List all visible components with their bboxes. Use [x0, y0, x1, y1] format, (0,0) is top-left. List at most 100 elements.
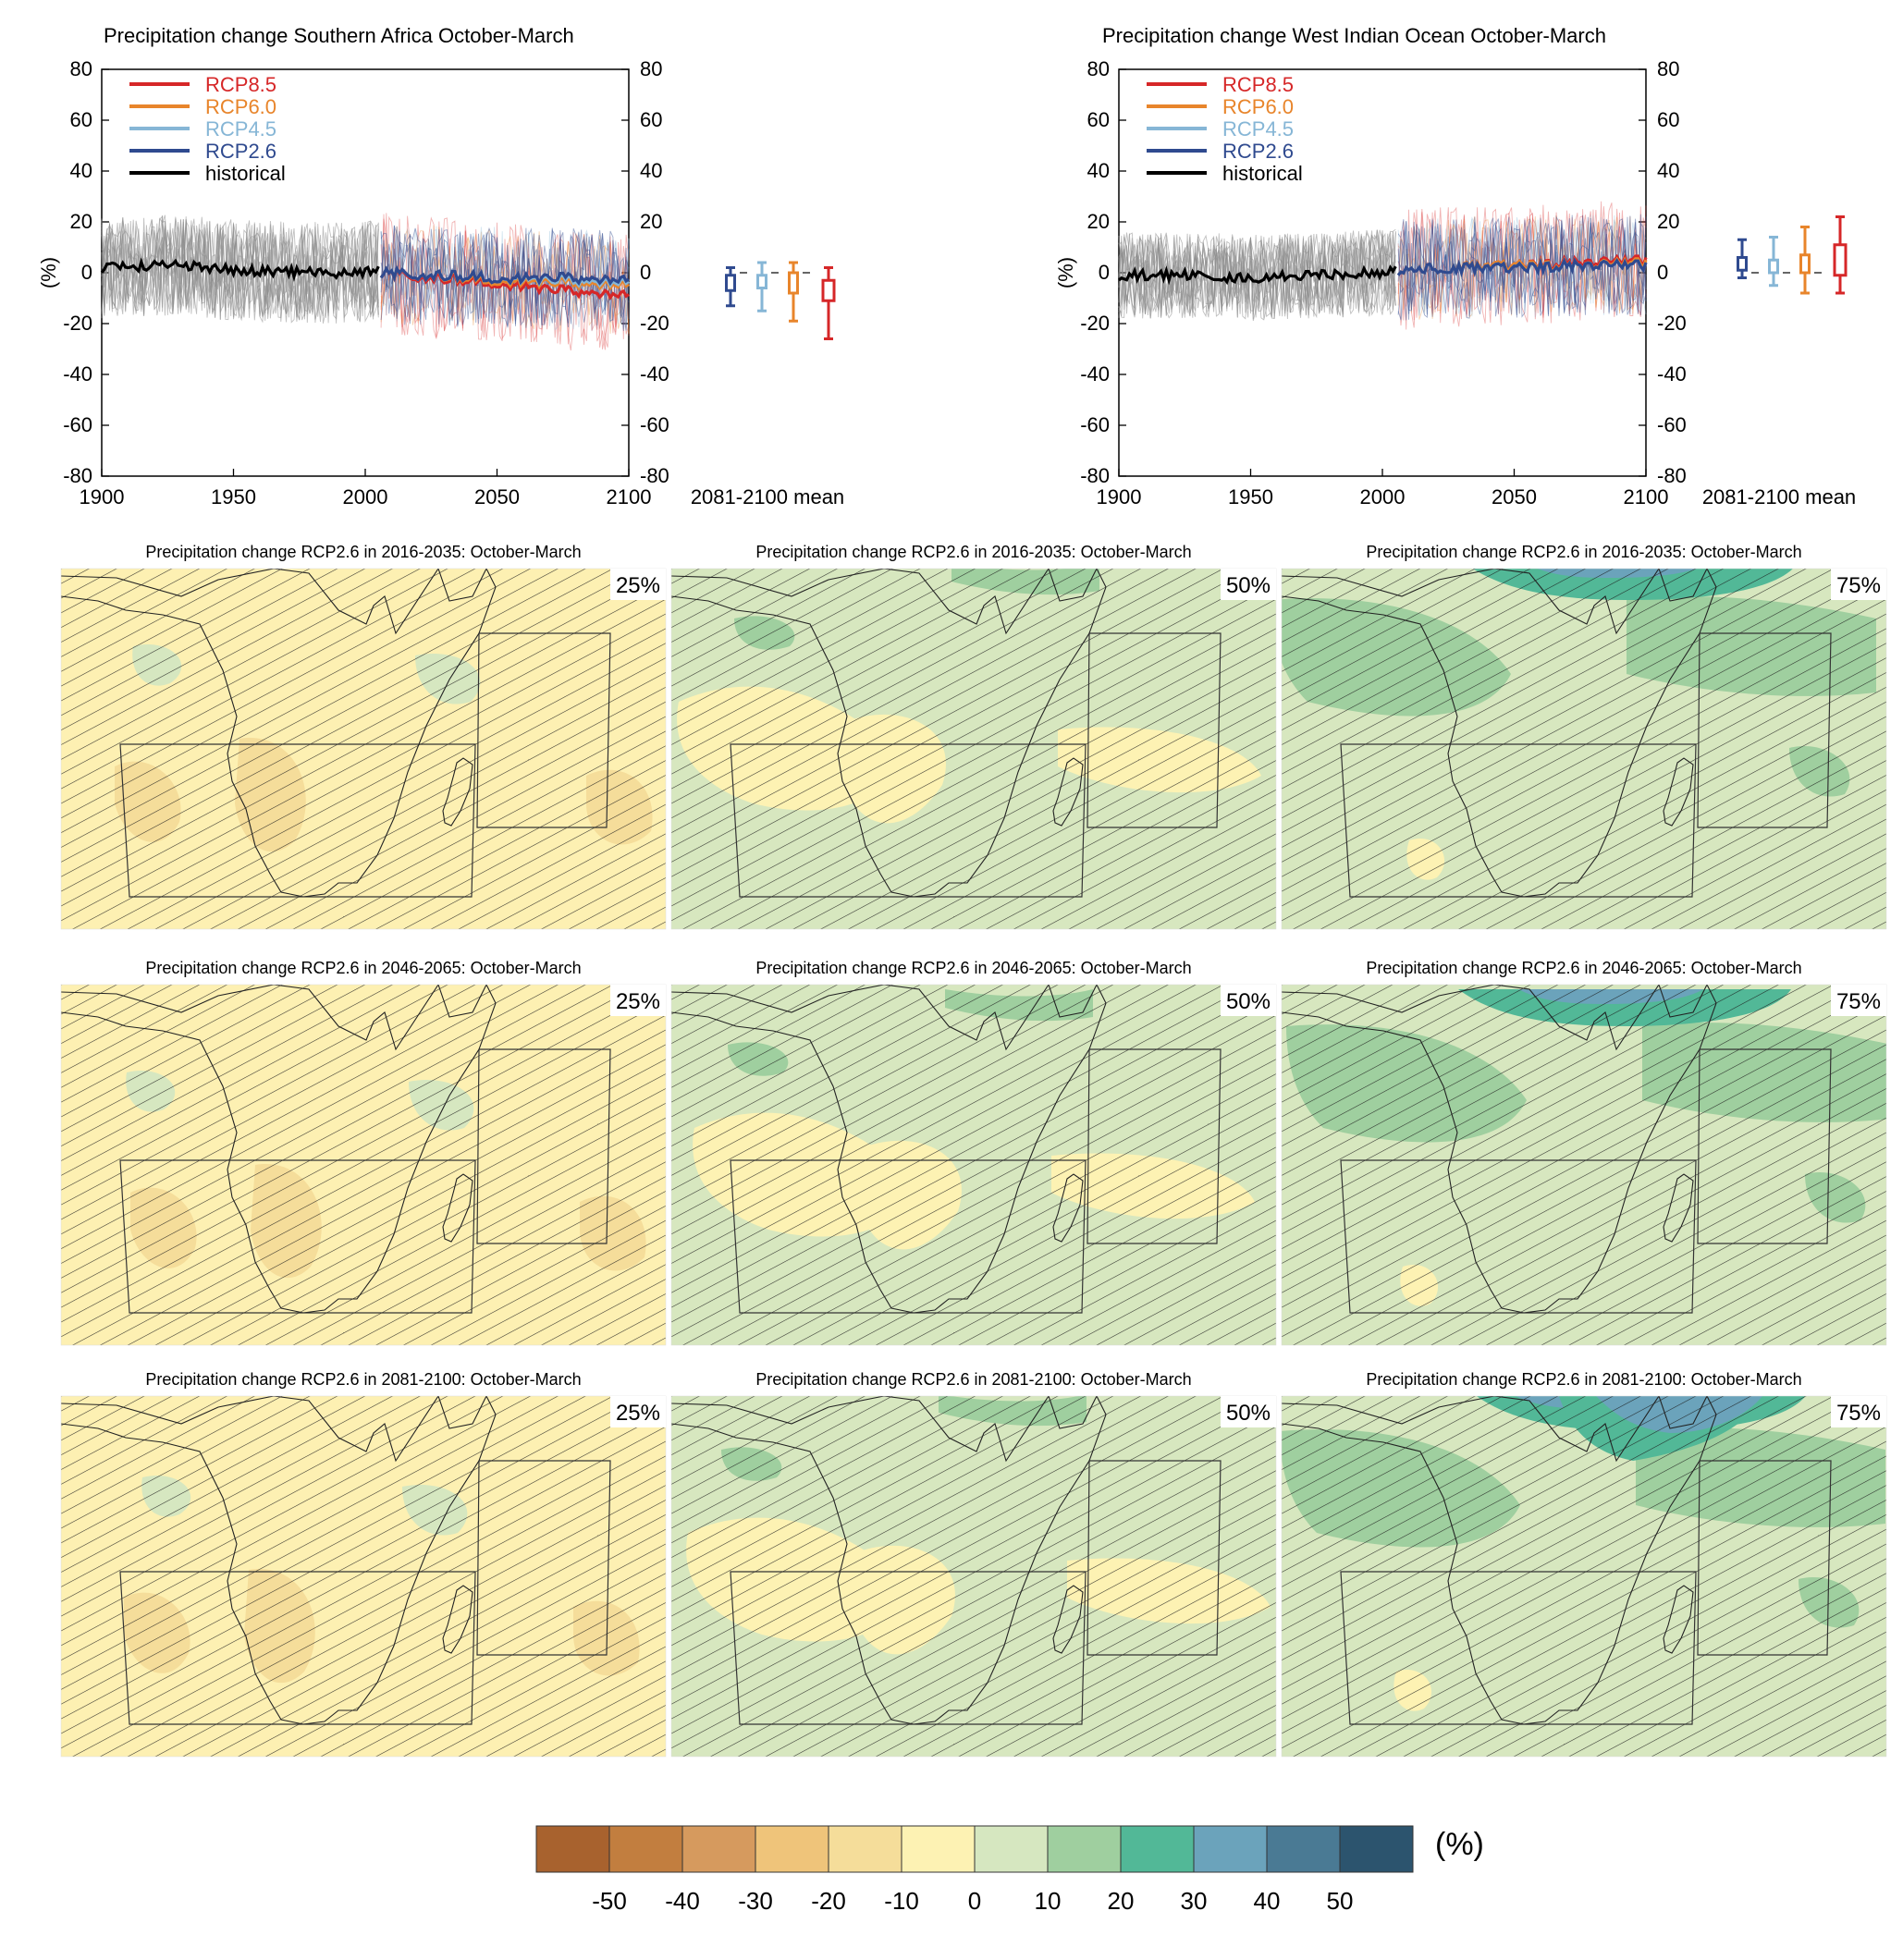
- region-box-west-indian-ocean: [476, 632, 611, 828]
- y-tick-label: -80: [63, 464, 92, 487]
- coastline: [671, 985, 1107, 1314]
- colorbar-tick-label: 0: [968, 1887, 981, 1915]
- map-frame: [1281, 1395, 1887, 1758]
- map-field: [61, 569, 666, 929]
- legend-label: RCP2.6: [1222, 140, 1294, 163]
- scenario-member: [1397, 204, 1647, 324]
- colorbar-swatch: [1120, 1825, 1195, 1873]
- percentile-tag-bg: [1831, 1396, 1886, 1427]
- colorbar-tick-label: 50: [1327, 1887, 1354, 1915]
- colorbar-tick-label: -10: [884, 1887, 919, 1915]
- scenario-member: [1397, 214, 1647, 320]
- percentile-label: 50%: [1226, 573, 1271, 598]
- scenario-member: [380, 213, 630, 344]
- map-frame: [670, 1395, 1277, 1758]
- ts-panel-southern-africa: Precipitation change Southern Africa Oct…: [0, 0, 952, 536]
- y-tick-label-right: 20: [1657, 210, 1679, 233]
- map-title: Precipitation change RCP2.6 in 2016-2035…: [755, 543, 1191, 561]
- percentile-tag-bg: [1221, 569, 1276, 600]
- region-box-southern-africa: [730, 1159, 1087, 1314]
- map-frame: [670, 568, 1277, 930]
- region-box-west-indian-ocean: [1697, 632, 1832, 828]
- region-box-west-indian-ocean: [476, 1048, 611, 1244]
- map-panel: Precipitation change RCP2.6 in 2046-2065…: [60, 959, 667, 1346]
- madagascar-outline: [442, 757, 473, 827]
- colorbar-tick-label: -30: [738, 1887, 773, 1915]
- boxplot-box: [1799, 253, 1811, 275]
- scenario-member: [380, 228, 630, 330]
- historical-member: [101, 216, 379, 324]
- scenario-member: [1397, 215, 1647, 320]
- y-axis-label: (%): [37, 257, 60, 288]
- x-tick-label: 2100: [607, 485, 652, 508]
- map-title: Precipitation change RCP2.6 in 2016-2035…: [145, 543, 581, 561]
- colorbar-swatch: [1047, 1825, 1122, 1873]
- ts-chart-southern-africa: Precipitation change Southern Africa Oct…: [37, 24, 844, 508]
- legend-label: historical: [205, 162, 286, 185]
- region-box-southern-africa: [730, 743, 1087, 898]
- region-box-west-indian-ocean: [1087, 1048, 1222, 1244]
- scenario-member: [380, 218, 630, 348]
- legend-label: RCP4.5: [205, 117, 276, 141]
- significance-hatching: [61, 569, 666, 929]
- percentile-label: 75%: [1836, 573, 1881, 598]
- y-tick-label-right: -80: [640, 464, 669, 487]
- scenario-member: [380, 227, 630, 328]
- colorbar-swatch: [608, 1825, 683, 1873]
- boxplot-label: 2081-2100 mean: [691, 485, 844, 508]
- colorbar-tick-label: 20: [1108, 1887, 1135, 1915]
- region-box-southern-africa: [1340, 1159, 1697, 1314]
- map-field: [1282, 1396, 1886, 1757]
- significance-hatching: [1282, 985, 1886, 1345]
- coastline: [1282, 1396, 1717, 1725]
- scenario-member: [380, 227, 630, 326]
- map-title: Precipitation change RCP2.6 in 2046-2065…: [145, 959, 581, 977]
- percentile-label: 25%: [616, 573, 660, 598]
- scenario-member: [1397, 216, 1647, 319]
- boxplot-box: [1737, 256, 1748, 272]
- percentile-tag-bg: [1221, 1396, 1276, 1427]
- boxplot-box: [1833, 243, 1848, 277]
- map-panel: Precipitation change RCP2.6 in 2046-2065…: [670, 959, 1277, 1346]
- significance-hatching: [1282, 1396, 1886, 1757]
- colorbar-unit: (%): [1435, 1827, 1484, 1862]
- y-tick-label-right: -60: [1657, 413, 1687, 436]
- region-box-southern-africa: [119, 743, 476, 898]
- significance-hatching: [61, 1396, 666, 1757]
- historical-member: [1118, 230, 1396, 318]
- y-tick-label-right: 0: [640, 261, 651, 284]
- scenario-member: [380, 214, 630, 349]
- madagascar-outline: [1663, 757, 1694, 827]
- map-frame: [60, 1395, 667, 1758]
- x-tick-label: 1950: [1228, 485, 1273, 508]
- ts-panel-west-indian-ocean: Precipitation change West Indian Ocean O…: [1017, 0, 1903, 536]
- y-tick-label: -20: [1080, 312, 1110, 335]
- percentile-tag-bg: [610, 1396, 666, 1427]
- map-frame: [1281, 568, 1887, 930]
- colorbar-swatch: [1339, 1825, 1414, 1873]
- significance-hatching: [671, 569, 1276, 929]
- y-tick-label-right: 80: [640, 57, 662, 80]
- x-tick-label: 2000: [1360, 485, 1406, 508]
- region-box-west-indian-ocean: [1087, 632, 1222, 828]
- significance-hatching: [61, 985, 666, 1345]
- region-box-southern-africa: [119, 1159, 476, 1314]
- map-frame: [1281, 984, 1887, 1346]
- y-tick-label-right: -40: [640, 362, 669, 386]
- map-title: Precipitation change RCP2.6 in 2081-2100…: [755, 1370, 1191, 1389]
- y-tick-label: -20: [63, 312, 92, 335]
- map-panel: Precipitation change RCP2.6 in 2016-2035…: [60, 543, 667, 930]
- historical-member: [101, 214, 379, 324]
- series-line-historical: [100, 257, 380, 282]
- map-field: [671, 1396, 1276, 1757]
- scenario-member: [380, 216, 630, 351]
- scenario-member: [1397, 214, 1647, 317]
- scenario-member: [1397, 214, 1647, 320]
- y-tick-label: 40: [1087, 159, 1110, 182]
- colorbar-swatch: [681, 1825, 756, 1873]
- series-line-rcp26: [379, 264, 630, 287]
- y-tick-label-right: 80: [1657, 57, 1679, 80]
- y-tick-label: -80: [1080, 464, 1110, 487]
- map-field: [671, 985, 1276, 1345]
